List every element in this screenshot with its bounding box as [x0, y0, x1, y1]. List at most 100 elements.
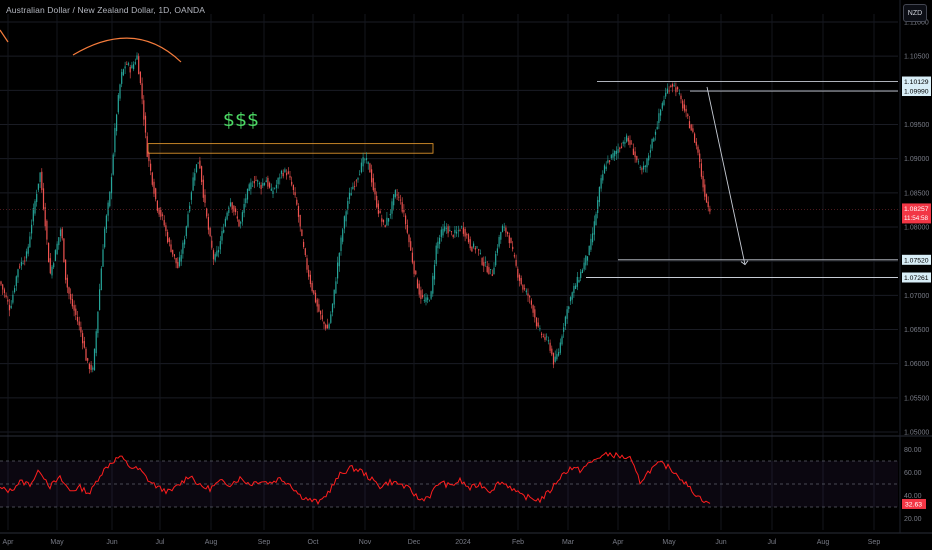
price-tick-label: 1.05500 [904, 395, 929, 402]
candle-body [620, 146, 623, 149]
candle-body [588, 245, 590, 256]
candle-body [323, 321, 325, 324]
candle-body [269, 182, 271, 188]
rsi-tick-label: 80.00 [904, 447, 922, 454]
candle-body [665, 92, 667, 97]
candle-body [328, 324, 330, 329]
candle-body [573, 285, 575, 294]
candle-body [705, 194, 708, 203]
candle-body [236, 216, 238, 219]
candle-body [308, 269, 310, 277]
candle-body [148, 153, 150, 162]
candle-body [333, 289, 335, 305]
candle-body [107, 202, 109, 216]
candle-body [653, 138, 655, 142]
candle-body [559, 342, 561, 353]
candle-body [331, 303, 334, 313]
candle-body [406, 224, 408, 233]
candle-body [255, 179, 257, 181]
candle-body [24, 260, 26, 262]
rsi-value-label: 32.63 [905, 502, 922, 509]
candle-body [478, 249, 480, 251]
candle-body [36, 193, 38, 203]
candle-body [34, 201, 36, 214]
candle-body [673, 85, 675, 87]
candle-body [597, 200, 599, 214]
countdown-label: 11:54:58 [904, 215, 929, 222]
candle-body [207, 217, 209, 230]
time-tick-label: 2024 [455, 539, 471, 546]
candle-body [250, 182, 252, 190]
candle-body [80, 326, 82, 333]
candle-body [78, 321, 80, 326]
candle-body [484, 261, 487, 263]
candle-body [155, 188, 157, 200]
candle-body [29, 236, 31, 248]
candle-body [5, 295, 7, 298]
candle-body [280, 170, 283, 174]
projection-arrow-line [706, 86, 746, 265]
candle-body [362, 157, 364, 167]
time-tick-label: Jun [715, 539, 726, 546]
candle-body [112, 154, 114, 175]
candle-body [44, 207, 46, 227]
price-tick-label: 1.08500 [904, 190, 929, 197]
candle-body [700, 163, 702, 177]
candle-body [150, 163, 152, 171]
candle-body [175, 257, 177, 264]
candle-body [425, 297, 427, 302]
candle-body [87, 358, 89, 361]
currency-button[interactable]: NZD [903, 4, 927, 22]
candle-body [678, 93, 680, 94]
candle-body [547, 340, 549, 342]
candle-body [189, 205, 191, 212]
candle-body [439, 237, 441, 244]
candle-body [704, 184, 706, 197]
candle-body [517, 268, 519, 278]
candle-body [229, 202, 232, 207]
candle-body [556, 354, 558, 360]
candle-body [411, 252, 413, 263]
candle-body [325, 324, 327, 329]
candle-body [391, 201, 393, 214]
candle-body [649, 150, 651, 153]
candle-body [382, 219, 385, 223]
candle-body [513, 255, 515, 257]
candle-body [359, 174, 361, 176]
candle-body [427, 297, 429, 300]
candle-body [178, 257, 181, 267]
candle-body [566, 309, 568, 319]
candle-body [313, 290, 315, 294]
candle-body [37, 183, 39, 190]
candle-body [330, 314, 332, 323]
candle-body [561, 336, 563, 345]
candle-body [537, 322, 539, 327]
level-price-tag [902, 86, 931, 97]
candle-body [581, 269, 583, 274]
candle-body [343, 216, 345, 229]
candle-body [2, 284, 4, 290]
candle-body [643, 165, 645, 170]
candle-body [182, 242, 184, 254]
candle-body [507, 232, 509, 235]
candle-body [663, 100, 665, 105]
candle-body [585, 255, 587, 266]
candle-body [389, 213, 391, 216]
candle-body [546, 336, 548, 338]
candle-body [586, 256, 589, 261]
candle-body [688, 121, 691, 129]
candle-body [187, 214, 189, 227]
candle-body [384, 225, 386, 228]
candle-body [105, 215, 107, 230]
candle-body [607, 160, 609, 163]
candle-body [294, 192, 296, 196]
candle-body [445, 227, 447, 229]
candle-body [54, 250, 56, 262]
candle-body [318, 304, 320, 312]
candle-body [452, 234, 454, 237]
candle-body [286, 173, 288, 176]
candle-body [449, 230, 451, 232]
candle-body [20, 261, 22, 266]
candle-body [297, 206, 300, 217]
